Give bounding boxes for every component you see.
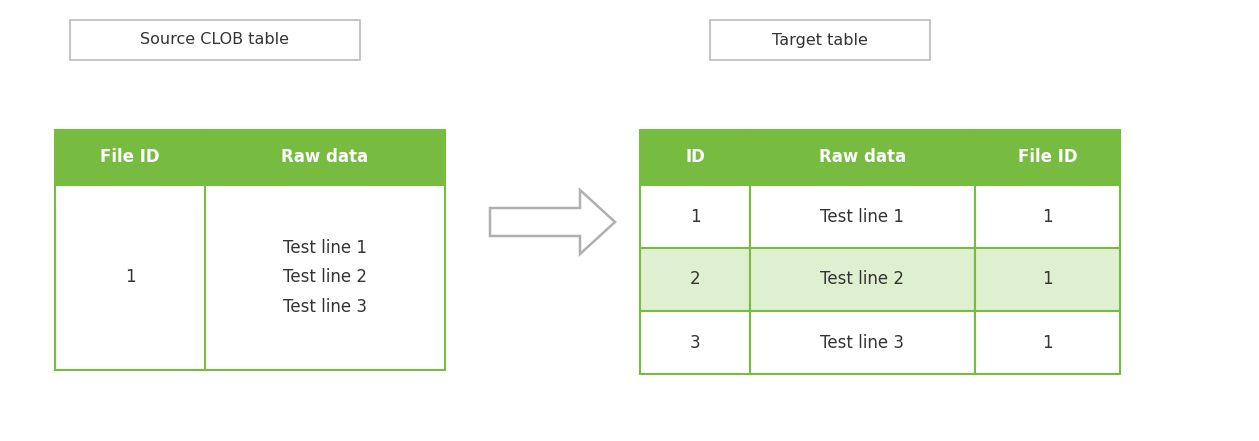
Text: Raw data: Raw data — [818, 149, 906, 167]
Bar — [974, 311, 1121, 374]
Text: 1: 1 — [1042, 270, 1053, 288]
Bar — [640, 248, 750, 311]
Bar — [710, 20, 930, 60]
Text: Test line 3: Test line 3 — [821, 333, 904, 351]
Text: Test line 1: Test line 1 — [821, 208, 904, 225]
Text: File ID: File ID — [1017, 149, 1078, 167]
Text: Source CLOB table: Source CLOB table — [141, 33, 290, 48]
Bar — [205, 130, 444, 185]
Bar — [974, 248, 1121, 311]
Text: Test line 1
Test line 2
Test line 3: Test line 1 Test line 2 Test line 3 — [283, 239, 368, 316]
Bar — [974, 130, 1121, 185]
Bar — [750, 311, 974, 374]
Bar — [640, 130, 750, 185]
Text: 3: 3 — [690, 333, 700, 351]
Bar — [640, 311, 750, 374]
Text: ID: ID — [685, 149, 705, 167]
Text: File ID: File ID — [101, 149, 160, 167]
Bar — [750, 248, 974, 311]
Bar — [640, 185, 750, 248]
Text: Raw data: Raw data — [282, 149, 369, 167]
Text: 1: 1 — [1042, 333, 1053, 351]
Bar — [750, 185, 974, 248]
Bar — [205, 185, 444, 370]
Text: Target table: Target table — [772, 33, 867, 48]
Bar — [750, 130, 974, 185]
Text: 1: 1 — [1042, 208, 1053, 225]
Text: 1: 1 — [690, 208, 700, 225]
Bar — [55, 185, 205, 370]
Text: Test line 2: Test line 2 — [821, 270, 904, 288]
Polygon shape — [490, 190, 614, 254]
Text: 1: 1 — [125, 269, 135, 287]
Bar — [974, 185, 1121, 248]
Bar — [71, 20, 360, 60]
Text: 2: 2 — [690, 270, 700, 288]
Bar — [55, 130, 205, 185]
